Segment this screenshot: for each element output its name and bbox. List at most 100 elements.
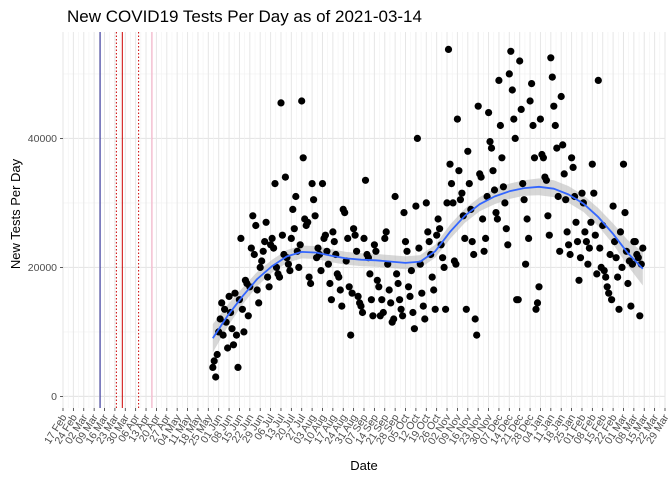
data-point (399, 312, 407, 320)
data-point (249, 212, 257, 220)
data-point (430, 286, 438, 294)
data-point (390, 315, 398, 323)
data-point (480, 247, 488, 255)
data-point (447, 180, 456, 188)
data-point (619, 160, 628, 168)
data-point (557, 92, 565, 101)
data-point (375, 283, 383, 291)
data-point (529, 121, 537, 130)
data-point (578, 189, 586, 197)
data-point (396, 296, 404, 304)
data-point (344, 234, 352, 242)
data-point (474, 102, 482, 110)
data-point (559, 141, 567, 149)
data-point (639, 244, 647, 252)
data-point (221, 305, 229, 313)
data-point (264, 273, 272, 281)
data-point (367, 296, 375, 304)
data-point (525, 234, 533, 242)
data-point (473, 331, 481, 339)
data-point (440, 263, 448, 271)
data-point (495, 76, 503, 84)
data-point (431, 305, 439, 313)
data-point (224, 344, 232, 352)
data-point (568, 154, 576, 162)
data-point (554, 192, 562, 201)
data-point (615, 305, 623, 313)
data-point (511, 134, 519, 142)
data-point (350, 225, 358, 233)
data-point (594, 76, 602, 84)
data-point (499, 183, 507, 191)
data-point (627, 302, 635, 310)
data-point (358, 308, 367, 317)
data-point (287, 234, 295, 242)
data-point (443, 199, 451, 207)
data-point (212, 373, 220, 381)
data-point (357, 302, 365, 310)
data-point (253, 286, 261, 294)
data-point (456, 196, 464, 204)
data-point (486, 138, 494, 146)
data-point (281, 173, 289, 181)
data-point (219, 331, 227, 339)
data-point (584, 260, 592, 268)
x-axis-title: Date (350, 458, 377, 473)
data-point (461, 234, 469, 242)
data-point (533, 299, 542, 307)
data-point (542, 176, 551, 184)
data-point (612, 254, 620, 262)
data-point (393, 270, 401, 278)
y-axis: 0 20000 40000 (28, 133, 63, 403)
data-point (262, 218, 270, 226)
data-point (459, 212, 467, 220)
data-point (576, 254, 585, 262)
data-point (272, 263, 281, 271)
data-point (603, 283, 611, 291)
data-point (347, 331, 355, 339)
data-point (536, 115, 545, 123)
data-point (634, 254, 642, 262)
data-point (387, 299, 395, 307)
data-point (252, 221, 260, 230)
data-point (321, 231, 329, 239)
data-point (369, 312, 377, 320)
data-point (621, 209, 629, 217)
data-point (391, 192, 399, 201)
data-point (265, 283, 273, 291)
data-point (553, 144, 561, 152)
data-point (465, 180, 473, 188)
y-tick-label: 20000 (28, 262, 57, 274)
data-point (385, 286, 393, 294)
data-point (493, 215, 501, 223)
data-point (238, 305, 246, 313)
data-point (329, 228, 337, 236)
grid (62, 32, 666, 408)
data-point (298, 97, 306, 105)
data-point (373, 276, 381, 284)
data-point (311, 212, 319, 220)
data-point (526, 97, 534, 105)
data-point (407, 267, 415, 275)
data-point (275, 273, 284, 281)
data-point (327, 296, 335, 304)
data-point (421, 315, 429, 323)
data-point (310, 196, 318, 204)
data-point (479, 215, 487, 223)
data-point (418, 289, 426, 297)
data-point (502, 225, 510, 233)
data-point (631, 238, 639, 246)
data-point (314, 244, 322, 252)
data-point (361, 176, 370, 184)
data-point (530, 154, 539, 162)
data-point (341, 209, 349, 217)
data-point (514, 296, 522, 304)
data-point (278, 231, 286, 239)
data-point (234, 363, 242, 371)
data-point (353, 247, 361, 255)
chart-title: New COVID19 Tests Per Day as of 2021-03-… (67, 7, 422, 26)
data-point (444, 45, 453, 54)
data-point (261, 238, 269, 246)
data-point (366, 270, 374, 278)
data-point (439, 254, 447, 262)
